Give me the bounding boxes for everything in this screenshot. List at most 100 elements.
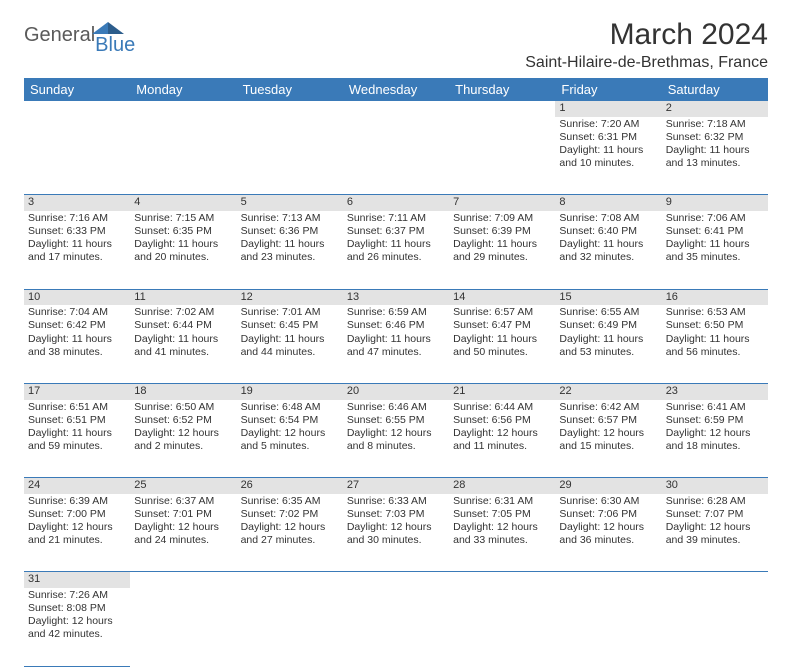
sunrise-text: Sunrise: 6:53 AM: [666, 306, 764, 319]
day-cell: [449, 588, 555, 666]
day2-text: and 39 minutes.: [666, 534, 764, 547]
day-number-cell: 20: [343, 383, 449, 399]
week-row: Sunrise: 6:51 AMSunset: 6:51 PMDaylight:…: [24, 400, 768, 478]
sunrise-text: Sunrise: 7:04 AM: [28, 306, 126, 319]
sunset-text: Sunset: 6:55 PM: [347, 414, 445, 427]
day-number-cell: 2: [662, 101, 768, 117]
daynum-row: 12: [24, 101, 768, 117]
day-number-cell: [662, 572, 768, 588]
day1-text: Daylight: 11 hours: [28, 427, 126, 440]
sunrise-text: Sunrise: 6:28 AM: [666, 495, 764, 508]
sunrise-text: Sunrise: 6:48 AM: [241, 401, 339, 414]
sunrise-text: Sunrise: 6:31 AM: [453, 495, 551, 508]
day-header: Wednesday: [343, 78, 449, 101]
day-cell: Sunrise: 6:30 AMSunset: 7:06 PMDaylight:…: [555, 494, 661, 572]
sunset-text: Sunset: 8:08 PM: [28, 602, 126, 615]
day2-text: and 23 minutes.: [241, 251, 339, 264]
sunset-text: Sunset: 6:49 PM: [559, 319, 657, 332]
sunset-text: Sunset: 7:07 PM: [666, 508, 764, 521]
sunrise-text: Sunrise: 7:06 AM: [666, 212, 764, 225]
day-number-cell: 15: [555, 289, 661, 305]
day-cell: Sunrise: 7:01 AMSunset: 6:45 PMDaylight:…: [237, 305, 343, 383]
day-number-cell: 11: [130, 289, 236, 305]
sunset-text: Sunset: 6:32 PM: [666, 131, 764, 144]
day-cell: Sunrise: 7:08 AMSunset: 6:40 PMDaylight:…: [555, 211, 661, 289]
sunset-text: Sunset: 7:06 PM: [559, 508, 657, 521]
day2-text: and 27 minutes.: [241, 534, 339, 547]
sunrise-text: Sunrise: 6:41 AM: [666, 401, 764, 414]
day-number-cell: 25: [130, 478, 236, 494]
day-cell: Sunrise: 6:33 AMSunset: 7:03 PMDaylight:…: [343, 494, 449, 572]
day2-text: and 11 minutes.: [453, 440, 551, 453]
day-number-cell: 27: [343, 478, 449, 494]
day-cell: Sunrise: 7:11 AMSunset: 6:37 PMDaylight:…: [343, 211, 449, 289]
day2-text: and 13 minutes.: [666, 157, 764, 170]
day2-text: and 32 minutes.: [559, 251, 657, 264]
day-number-cell: 17: [24, 383, 130, 399]
sunrise-text: Sunrise: 6:30 AM: [559, 495, 657, 508]
day1-text: Daylight: 11 hours: [666, 238, 764, 251]
day1-text: Daylight: 12 hours: [241, 427, 339, 440]
sunrise-text: Sunrise: 6:39 AM: [28, 495, 126, 508]
day-number-cell: [555, 572, 661, 588]
day2-text: and 30 minutes.: [347, 534, 445, 547]
day1-text: Daylight: 12 hours: [666, 521, 764, 534]
day1-text: Daylight: 12 hours: [666, 427, 764, 440]
day-number-cell: 28: [449, 478, 555, 494]
day-number-cell: 19: [237, 383, 343, 399]
sunset-text: Sunset: 7:00 PM: [28, 508, 126, 521]
day-header: Saturday: [662, 78, 768, 101]
day-header: Sunday: [24, 78, 130, 101]
day1-text: Daylight: 11 hours: [134, 238, 232, 251]
day-cell: Sunrise: 6:31 AMSunset: 7:05 PMDaylight:…: [449, 494, 555, 572]
day-number-cell: [237, 101, 343, 117]
day1-text: Daylight: 11 hours: [347, 238, 445, 251]
day-cell: Sunrise: 6:53 AMSunset: 6:50 PMDaylight:…: [662, 305, 768, 383]
day1-text: Daylight: 11 hours: [453, 238, 551, 251]
day2-text: and 53 minutes.: [559, 346, 657, 359]
day-cell: [130, 117, 236, 195]
day-cell: Sunrise: 7:06 AMSunset: 6:41 PMDaylight:…: [662, 211, 768, 289]
day-number-cell: [343, 101, 449, 117]
day-cell: Sunrise: 6:55 AMSunset: 6:49 PMDaylight:…: [555, 305, 661, 383]
title-block: March 2024 Saint-Hilaire-de-Brethmas, Fr…: [525, 18, 768, 72]
sunrise-text: Sunrise: 6:44 AM: [453, 401, 551, 414]
day-number-cell: 31: [24, 572, 130, 588]
sunrise-text: Sunrise: 7:08 AM: [559, 212, 657, 225]
day1-text: Daylight: 11 hours: [559, 238, 657, 251]
day-number-cell: 23: [662, 383, 768, 399]
day1-text: Daylight: 11 hours: [134, 333, 232, 346]
sunset-text: Sunset: 6:37 PM: [347, 225, 445, 238]
day2-text: and 8 minutes.: [347, 440, 445, 453]
day-cell: Sunrise: 6:39 AMSunset: 7:00 PMDaylight:…: [24, 494, 130, 572]
day2-text: and 17 minutes.: [28, 251, 126, 264]
sunrise-text: Sunrise: 6:51 AM: [28, 401, 126, 414]
day1-text: Daylight: 12 hours: [347, 427, 445, 440]
day-number-cell: 12: [237, 289, 343, 305]
day1-text: Daylight: 12 hours: [559, 427, 657, 440]
day-cell: Sunrise: 6:42 AMSunset: 6:57 PMDaylight:…: [555, 400, 661, 478]
day-cell: [449, 117, 555, 195]
sunset-text: Sunset: 6:45 PM: [241, 319, 339, 332]
sunset-text: Sunset: 6:50 PM: [666, 319, 764, 332]
day2-text: and 26 minutes.: [347, 251, 445, 264]
day-cell: Sunrise: 6:48 AMSunset: 6:54 PMDaylight:…: [237, 400, 343, 478]
day1-text: Daylight: 11 hours: [559, 333, 657, 346]
day2-text: and 5 minutes.: [241, 440, 339, 453]
daynum-row: 24252627282930: [24, 478, 768, 494]
day1-text: Daylight: 11 hours: [28, 238, 126, 251]
sunset-text: Sunset: 6:46 PM: [347, 319, 445, 332]
day1-text: Daylight: 11 hours: [559, 144, 657, 157]
sunrise-text: Sunrise: 7:16 AM: [28, 212, 126, 225]
day-cell: Sunrise: 7:04 AMSunset: 6:42 PMDaylight:…: [24, 305, 130, 383]
sunrise-text: Sunrise: 7:26 AM: [28, 589, 126, 602]
day-header: Thursday: [449, 78, 555, 101]
day1-text: Daylight: 12 hours: [559, 521, 657, 534]
logo-text-blue: Blue: [95, 34, 135, 57]
day-cell: Sunrise: 7:20 AMSunset: 6:31 PMDaylight:…: [555, 117, 661, 195]
day-cell: Sunrise: 7:16 AMSunset: 6:33 PMDaylight:…: [24, 211, 130, 289]
sunrise-text: Sunrise: 6:46 AM: [347, 401, 445, 414]
day1-text: Daylight: 11 hours: [666, 144, 764, 157]
day1-text: Daylight: 12 hours: [28, 615, 126, 628]
day1-text: Daylight: 11 hours: [241, 333, 339, 346]
